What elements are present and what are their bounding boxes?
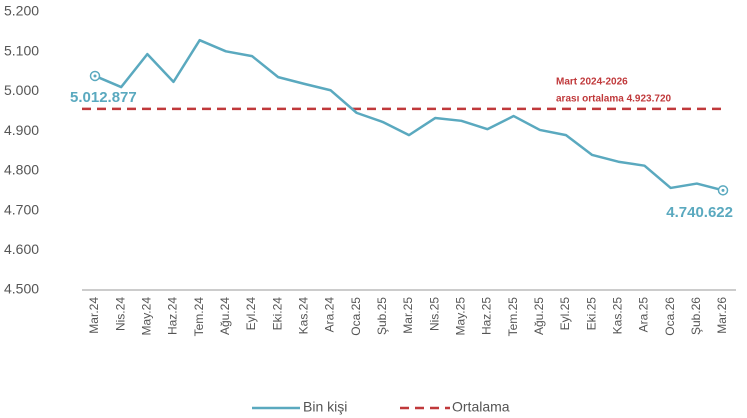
start-label: 5.012.877 bbox=[70, 89, 137, 106]
y-tick-label: 4.900 bbox=[4, 122, 39, 138]
series-line bbox=[94, 38, 724, 192]
x-tick-label: Ağu.25 bbox=[532, 297, 546, 335]
y-tick-label: 5.200 bbox=[4, 3, 39, 19]
x-tick-label: Oca.25 bbox=[349, 297, 363, 336]
x-tick-label: Eyl.25 bbox=[558, 297, 572, 331]
x-tick-label: Ağu.24 bbox=[218, 297, 232, 335]
end-marker-dot bbox=[93, 74, 97, 78]
x-tick-label: Kas.25 bbox=[611, 297, 625, 335]
end-marker-dot bbox=[721, 188, 725, 192]
x-tick-label: Eyl.24 bbox=[244, 297, 258, 331]
reference-annotation: Mart 2024-2026 bbox=[556, 77, 628, 88]
y-tick-label: 4.700 bbox=[4, 201, 39, 217]
legend-label: Ortalama bbox=[452, 399, 510, 415]
x-tick-label: Nis.24 bbox=[113, 297, 127, 331]
legend-label: Bin kişi bbox=[303, 399, 347, 415]
y-tick-label: 5.000 bbox=[4, 82, 39, 98]
x-tick-label: Haz.25 bbox=[480, 297, 494, 335]
x-tick-label: Şub.26 bbox=[689, 297, 703, 335]
x-tick-label: Ara.25 bbox=[637, 297, 651, 333]
x-tick-label: Mar.25 bbox=[401, 297, 415, 334]
x-tick-label: Eki.24 bbox=[270, 297, 284, 331]
x-tick-label: Haz.24 bbox=[166, 297, 180, 335]
end-label: 4.740.622 bbox=[666, 204, 733, 221]
x-tick-label: Tem.24 bbox=[192, 297, 206, 337]
x-tick-label: Mar.24 bbox=[87, 297, 101, 334]
x-tick-label: Nis.25 bbox=[427, 297, 441, 331]
x-tick-label: Eki.25 bbox=[584, 297, 598, 331]
x-tick-label: Şub.25 bbox=[375, 297, 389, 335]
y-tick-label: 4.600 bbox=[4, 241, 39, 257]
x-tick-label: Tem.25 bbox=[506, 297, 520, 337]
x-tick-label: Ara.24 bbox=[323, 297, 337, 333]
y-tick-label: 4.500 bbox=[4, 281, 39, 297]
x-tick-label: May.25 bbox=[454, 297, 468, 336]
x-tick-label: Kas.24 bbox=[297, 297, 311, 335]
x-tick-label: Mar.26 bbox=[715, 297, 729, 334]
reference-annotation: arası ortalama 4.923.720 bbox=[556, 94, 672, 105]
y-tick-label: 4.800 bbox=[4, 162, 39, 178]
y-tick-label: 5.100 bbox=[4, 42, 39, 58]
x-tick-label: Oca.26 bbox=[663, 297, 677, 336]
x-tick-label: May.24 bbox=[140, 297, 154, 336]
